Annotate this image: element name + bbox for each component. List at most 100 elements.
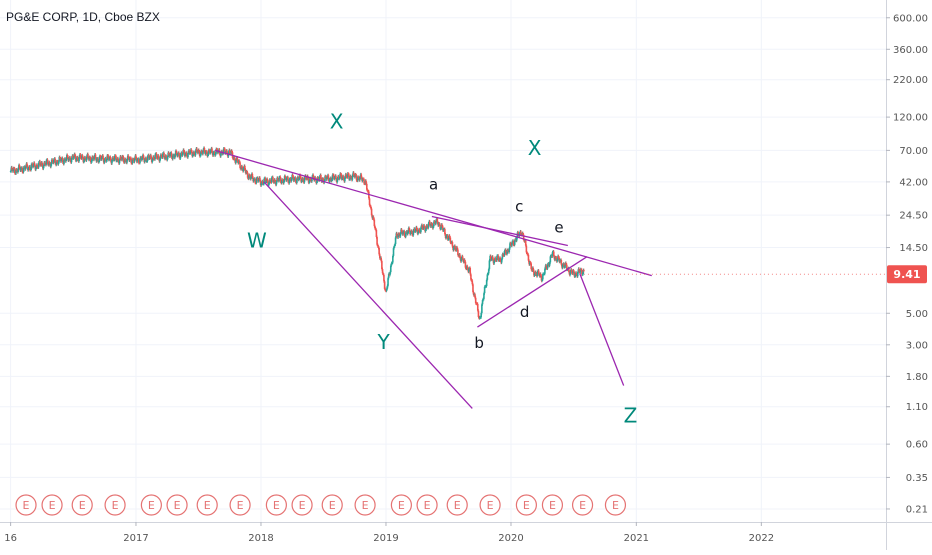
candle-body [31, 163, 34, 167]
earnings-icon[interactable] [15, 494, 37, 516]
earnings-marker[interactable]: E [41, 494, 63, 516]
candle-body [117, 158, 119, 161]
earnings-marker[interactable]: E [515, 494, 537, 516]
earnings-icon[interactable] [390, 494, 412, 516]
earnings-icon[interactable] [71, 494, 93, 516]
candle-body [272, 177, 274, 182]
candle-body [442, 226, 444, 231]
earnings-icon[interactable] [229, 494, 251, 516]
earnings-icon[interactable] [291, 494, 313, 516]
earnings-marker[interactable]: E [321, 494, 343, 516]
earnings-icon[interactable] [604, 494, 627, 516]
earnings-icon[interactable] [166, 494, 188, 516]
earnings-icon[interactable] [41, 494, 63, 516]
candle-body [390, 263, 393, 266]
candle-body [281, 179, 284, 181]
candle-body [89, 157, 91, 159]
wave-label: X [330, 109, 344, 133]
earnings-icon[interactable] [321, 494, 343, 516]
earnings-icon[interactable] [541, 494, 564, 516]
candle-body [90, 161, 93, 163]
candle-body [14, 173, 17, 174]
candle-body [21, 167, 24, 172]
candle-body [442, 229, 445, 231]
earnings-marker[interactable]: E [604, 494, 627, 516]
candle-body [283, 176, 286, 181]
candle-body [78, 156, 80, 162]
earnings-marker[interactable]: E [166, 494, 188, 516]
earnings-marker[interactable]: E [265, 494, 287, 516]
candle-body [84, 157, 87, 159]
earnings-icon[interactable] [515, 494, 537, 516]
candle-body [48, 162, 51, 164]
candle-body [427, 223, 430, 228]
candle-body [418, 229, 421, 232]
earnings-marker[interactable]: E [446, 494, 468, 516]
candle-body [48, 162, 50, 165]
earnings-marker[interactable]: E [541, 494, 564, 516]
earnings-icon[interactable] [354, 494, 376, 516]
candle-body [340, 174, 343, 179]
candle-body [83, 157, 86, 161]
candle-body [476, 303, 479, 311]
candle-body [44, 162, 46, 165]
candle-body [18, 165, 21, 168]
trendline[interactable] [431, 215, 568, 247]
earnings-marker[interactable]: E [479, 494, 501, 516]
trendline[interactable] [263, 181, 473, 409]
earnings-marker[interactable]: E [390, 494, 412, 516]
earnings-icon[interactable] [265, 494, 287, 516]
candle-body [284, 176, 287, 178]
earnings-icon[interactable] [446, 494, 468, 516]
earnings-icon[interactable] [140, 494, 162, 516]
earnings-icon-label: E [49, 499, 56, 512]
earnings-icon[interactable] [104, 494, 126, 516]
candle-body [94, 154, 97, 159]
candle-body [532, 267, 535, 271]
candle-body [111, 160, 113, 164]
wave-label: W [247, 229, 267, 253]
candle-body [432, 226, 435, 229]
earnings-marker[interactable]: E [71, 494, 93, 516]
candle-body [555, 257, 558, 262]
candle-body [496, 256, 498, 261]
candle-body [546, 268, 548, 269]
candle-body [542, 274, 544, 280]
earnings-marker[interactable]: E [354, 494, 376, 516]
candle-body [58, 157, 61, 162]
candle-body [209, 150, 212, 153]
earnings-icon[interactable] [196, 494, 218, 516]
candle-body [261, 181, 264, 184]
y-tick-label: 1.10 [906, 402, 928, 413]
earnings-icon[interactable] [479, 494, 501, 516]
candle-body [540, 276, 543, 281]
candle-body [543, 273, 546, 275]
earnings-marker[interactable]: E [229, 494, 251, 516]
trendline[interactable] [214, 149, 652, 277]
candle-body [537, 270, 540, 275]
candle-body [497, 255, 500, 260]
earnings-icon[interactable] [416, 494, 438, 516]
earnings-marker[interactable]: E [104, 494, 126, 516]
candle-body [13, 168, 16, 174]
candle-body [41, 162, 43, 165]
candle-body [251, 173, 254, 178]
candle-body [76, 157, 79, 160]
earnings-marker[interactable]: E [571, 494, 594, 516]
earnings-marker[interactable]: E [15, 494, 37, 516]
candle-body [499, 257, 502, 261]
earnings-marker[interactable]: E [291, 494, 313, 516]
earnings-marker[interactable]: E [196, 494, 218, 516]
trendline[interactable] [579, 273, 625, 386]
candle-body [357, 177, 360, 178]
candle-body [476, 303, 478, 305]
earnings-icon[interactable] [571, 494, 594, 516]
trendline[interactable] [477, 256, 588, 328]
candle-body [522, 234, 525, 240]
earnings-marker[interactable]: E [140, 494, 162, 516]
candle-body [188, 150, 191, 154]
candle-body [146, 156, 149, 162]
earnings-marker[interactable]: E [416, 494, 438, 516]
